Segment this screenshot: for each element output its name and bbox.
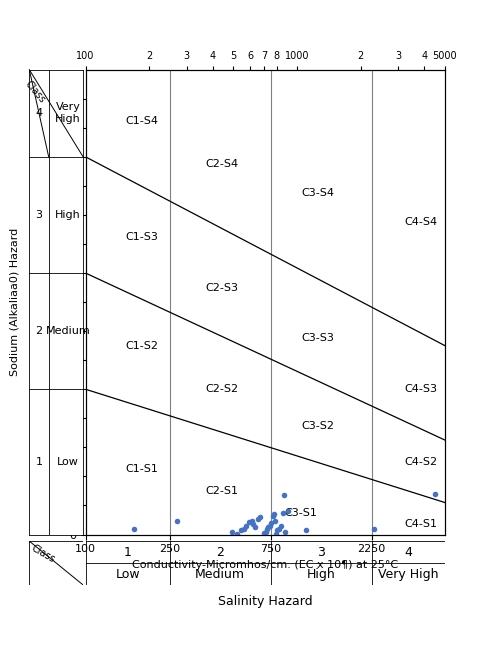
Y-axis label: Sodium - Adsorption Ratio (SAR): Sodium - Adsorption Ratio (SAR) [46, 212, 56, 392]
Text: Sodium (Alkaliaa0) Hazard: Sodium (Alkaliaa0) Hazard [10, 228, 20, 376]
Point [236, 525, 244, 535]
Point [277, 521, 285, 531]
Point [278, 507, 286, 518]
Point [240, 523, 247, 534]
Text: C4-S4: C4-S4 [403, 217, 436, 227]
Text: 3: 3 [36, 210, 42, 220]
Text: 4: 4 [404, 546, 411, 558]
Text: Very High: Very High [377, 568, 438, 580]
Point [269, 509, 277, 519]
Text: Salinity Hazard: Salinity Hazard [218, 595, 312, 608]
Text: C4-S2: C4-S2 [403, 457, 436, 467]
Point [279, 490, 287, 501]
Point [272, 529, 280, 539]
Text: C2-S2: C2-S2 [205, 384, 239, 394]
Text: C3-S4: C3-S4 [301, 188, 334, 198]
Text: C2-S3: C2-S3 [205, 283, 238, 293]
Text: 1: 1 [123, 546, 131, 558]
Text: Medium: Medium [45, 326, 90, 336]
Text: 2: 2 [216, 546, 224, 558]
Text: Class: Class [29, 542, 56, 564]
Point [233, 529, 241, 539]
Point [259, 528, 267, 539]
Text: C3-S3: C3-S3 [301, 333, 334, 343]
Text: Class: Class [22, 78, 47, 105]
Text: C4-S1: C4-S1 [403, 519, 436, 529]
Text: C1-S2: C1-S2 [125, 341, 159, 351]
Point [302, 525, 309, 535]
Text: Medium: Medium [195, 568, 244, 580]
Text: C2-S1: C2-S1 [205, 486, 238, 496]
Point [369, 523, 377, 534]
Point [274, 523, 282, 534]
Point [249, 519, 257, 530]
Point [273, 525, 281, 535]
Text: 4: 4 [36, 108, 42, 118]
Text: Low: Low [57, 457, 79, 467]
Point [244, 517, 252, 527]
Text: 1: 1 [36, 457, 42, 467]
Text: C3-S2: C3-S2 [301, 420, 334, 430]
Point [247, 516, 255, 527]
Point [251, 522, 259, 533]
Text: High: High [55, 210, 81, 220]
Text: C1-S3: C1-S3 [125, 232, 159, 242]
Point [281, 527, 289, 537]
Point [261, 527, 269, 537]
Text: Very
High: Very High [55, 102, 81, 124]
Point [256, 512, 264, 523]
Point [173, 516, 181, 527]
Text: High: High [306, 568, 335, 580]
Text: C4-S3: C4-S3 [403, 384, 436, 394]
Text: 2: 2 [36, 326, 42, 336]
Point [430, 489, 438, 499]
Text: 3: 3 [317, 546, 325, 558]
Point [242, 521, 250, 531]
Point [284, 506, 292, 517]
Point [254, 514, 262, 525]
Text: C1-S4: C1-S4 [125, 116, 159, 125]
Point [267, 518, 275, 529]
Point [265, 521, 273, 531]
Point [263, 524, 270, 535]
Point [270, 516, 278, 527]
Text: C3-S1: C3-S1 [284, 508, 317, 518]
Point [227, 527, 235, 538]
Text: Low: Low [115, 568, 140, 580]
Text: C1-S1: C1-S1 [125, 464, 159, 474]
X-axis label: Conductivity-Micromhos/cm. (EC x 10¶) at 25°C: Conductivity-Micromhos/cm. (EC x 10¶) at… [132, 560, 398, 570]
Point [268, 511, 276, 521]
Point [130, 523, 138, 534]
Text: C2-S4: C2-S4 [205, 159, 239, 169]
Point [264, 522, 271, 533]
